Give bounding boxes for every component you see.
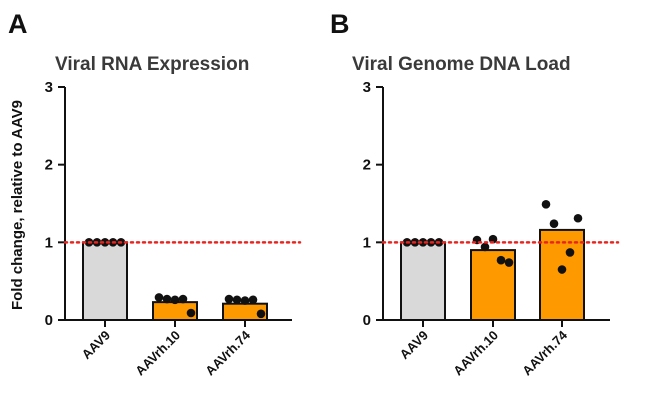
x-tick-label-b-2: AAVrh.74 xyxy=(519,327,570,378)
panel-b-plot: 0 1 2 3 AAV9 AAVrh.10 AAVrh.74 xyxy=(363,79,620,379)
x-tick-label-b-1: AAVrh.10 xyxy=(450,328,501,379)
y-tick-label-b-0: 0 xyxy=(363,312,371,329)
bar-a-aav9 xyxy=(82,241,128,321)
y-tick-label-a-0: 0 xyxy=(45,312,53,329)
y-tick-label-b-1: 1 xyxy=(363,234,371,251)
x-tick-label-b-0: AAV9 xyxy=(397,328,431,362)
data-point-b-2-2 xyxy=(557,265,567,274)
data-point-a-1-0 xyxy=(154,293,164,302)
data-point-b-2-3 xyxy=(565,248,575,257)
y-tick-label-b-3: 3 xyxy=(363,79,371,96)
bar-b-aav9 xyxy=(400,241,446,321)
panel-a-title: Viral RNA Expression xyxy=(55,54,249,75)
data-point-a-2-3 xyxy=(248,295,258,305)
panel-b-letter: B xyxy=(330,9,350,39)
data-point-a-1-4 xyxy=(186,308,196,318)
data-point-a-0-2 xyxy=(100,238,110,247)
data-point-a-2-4 xyxy=(256,309,266,319)
data-point-a-2-1 xyxy=(232,295,242,305)
data-point-a-1-1 xyxy=(162,294,172,304)
data-point-b-2-0 xyxy=(541,199,551,209)
data-point-b-1-1 xyxy=(480,242,490,252)
panel-b-title: Viral Genome DNA Load xyxy=(352,54,571,75)
y-tick-label-a-1: 1 xyxy=(45,234,53,251)
data-point-a-2-2 xyxy=(240,296,250,305)
y-tick-label-b-2: 2 xyxy=(363,157,371,174)
data-point-b-2-4 xyxy=(573,213,583,223)
data-point-a-2-0 xyxy=(224,294,234,304)
y-axis-label: Fold change, relative to AAV9 xyxy=(9,100,26,310)
x-tick-label-a-0: AAV9 xyxy=(79,328,113,362)
data-point-b-1-4 xyxy=(504,258,514,267)
data-point-b-2-1 xyxy=(549,219,559,228)
y-tick-label-a-2: 2 xyxy=(45,157,53,174)
data-point-a-1-2 xyxy=(170,295,180,305)
panel-a-plot: 0 1 2 3 AAV9 AAVrh.10 AAVrh.74 xyxy=(45,79,302,379)
x-tick-label-a-2: AAVrh.74 xyxy=(202,327,253,378)
data-point-b-0-2 xyxy=(418,238,428,247)
y-tick-label-a-3: 3 xyxy=(45,79,53,96)
data-point-b-1-3 xyxy=(496,255,506,265)
x-tick-label-a-1: AAVrh.10 xyxy=(132,328,183,379)
panel-a-letter: A xyxy=(8,9,28,39)
bar-b-aavrh-74 xyxy=(539,228,585,321)
data-point-a-1-3 xyxy=(178,294,188,304)
